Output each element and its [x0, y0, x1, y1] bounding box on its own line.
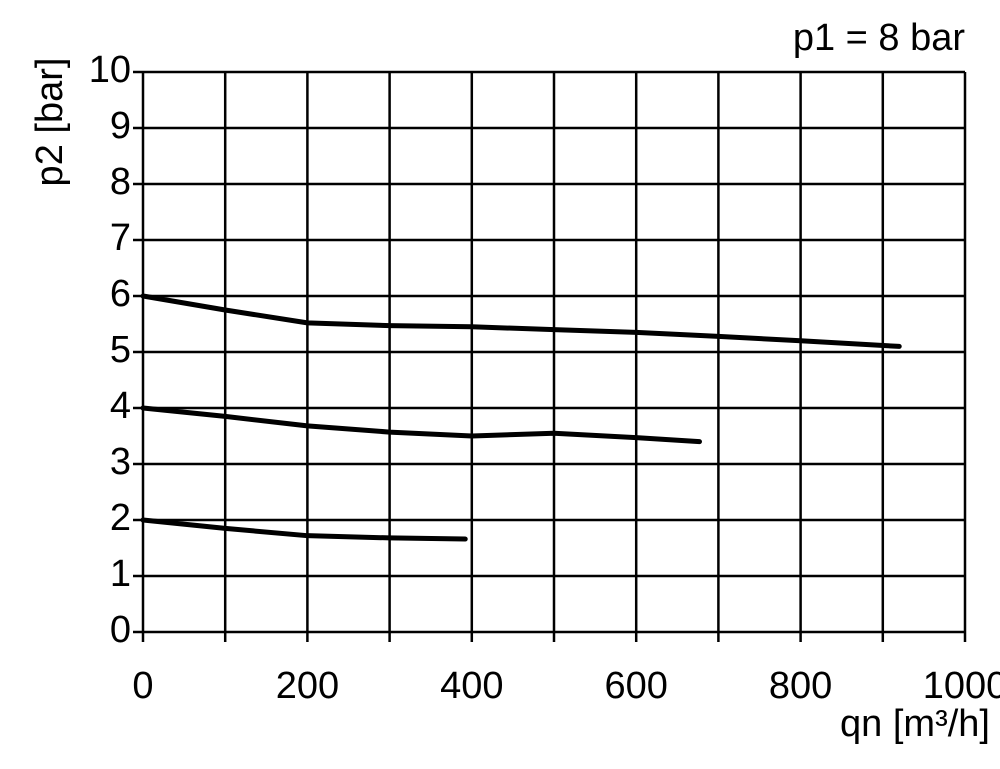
- y-tick-label: 1: [110, 553, 131, 595]
- x-tick-label: 200: [276, 665, 339, 707]
- x-axis-label: qn [m³/h]: [840, 703, 990, 745]
- y-tick-label: 3: [110, 441, 131, 483]
- y-tick-label: 10: [89, 49, 131, 91]
- y-tick-label: 9: [110, 105, 131, 147]
- x-tick-label: 800: [769, 665, 832, 707]
- y-tick-label: 8: [110, 161, 131, 203]
- x-tick-label: 0: [132, 665, 153, 707]
- y-tick-label: 6: [110, 273, 131, 315]
- x-tick-label: 600: [604, 665, 667, 707]
- y-tick-label: 5: [110, 329, 131, 371]
- y-tick-label: 0: [110, 609, 131, 651]
- y-axis-label: p2 [bar]: [29, 58, 71, 187]
- chart-title: p1 = 8 bar: [793, 17, 966, 59]
- y-tick-label: 2: [110, 497, 131, 539]
- x-tick-label: 400: [440, 665, 503, 707]
- y-tick-label: 4: [110, 385, 131, 427]
- x-tick-label: 1000: [923, 665, 1000, 707]
- y-tick-label: 7: [110, 217, 131, 259]
- data-line: [140, 405, 702, 445]
- data-line: [140, 293, 902, 349]
- data-line: [140, 517, 468, 542]
